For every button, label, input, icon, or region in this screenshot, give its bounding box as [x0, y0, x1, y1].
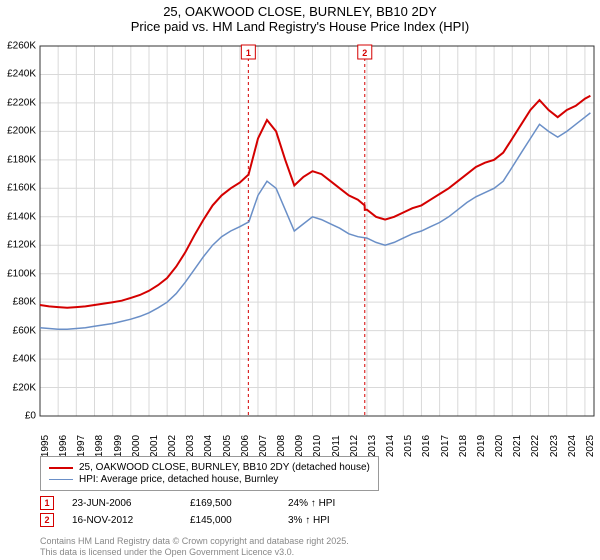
legend-swatch-2 — [49, 479, 73, 481]
legend-label-1: 25, OAKWOOD CLOSE, BURNLEY, BB10 2DY (de… — [79, 462, 370, 473]
event-date: 16-NOV-2012 — [72, 515, 172, 526]
legend-row-series1: 25, OAKWOOD CLOSE, BURNLEY, BB10 2DY (de… — [49, 462, 370, 473]
x-tick-label: 2016 — [421, 435, 432, 457]
y-tick-label: £0 — [25, 411, 36, 422]
legend: 25, OAKWOOD CLOSE, BURNLEY, BB10 2DY (de… — [40, 456, 379, 491]
event-price: £169,500 — [190, 498, 270, 509]
event-delta: 3% ↑ HPI — [288, 515, 368, 526]
x-tick-label: 1999 — [113, 435, 124, 457]
event-date: 23-JUN-2006 — [72, 498, 172, 509]
event-marker-icon: 1 — [40, 496, 54, 510]
x-tick-label: 2025 — [585, 435, 596, 457]
x-tick-label: 2020 — [494, 435, 505, 457]
x-tick-label: 2003 — [185, 435, 196, 457]
x-tick-label: 2008 — [276, 435, 287, 457]
svg-text:2: 2 — [362, 48, 367, 58]
x-tick-label: 2011 — [331, 435, 342, 457]
x-tick-label: 2005 — [222, 435, 233, 457]
x-tick-label: 2019 — [476, 435, 487, 457]
x-tick-label: 1996 — [58, 435, 69, 457]
legend-label-2: HPI: Average price, detached house, Burn… — [79, 474, 278, 485]
chart-svg: 12 — [40, 46, 594, 416]
x-tick-label: 2013 — [367, 435, 378, 457]
x-tick-label: 2010 — [312, 435, 323, 457]
y-tick-label: £220K — [7, 97, 36, 108]
x-tick-label: 2017 — [440, 435, 451, 457]
x-tick-label: 1998 — [94, 435, 105, 457]
footer-line2: This data is licensed under the Open Gov… — [40, 547, 349, 558]
x-tick-label: 2024 — [567, 435, 578, 457]
y-tick-label: £180K — [7, 154, 36, 165]
x-tick-label: 2006 — [240, 435, 251, 457]
x-tick-label: 2004 — [203, 435, 214, 457]
footer-line1: Contains HM Land Registry data © Crown c… — [40, 536, 349, 547]
y-tick-label: £240K — [7, 69, 36, 80]
footer-attribution: Contains HM Land Registry data © Crown c… — [40, 536, 349, 558]
x-axis: 1995 1996 1997 1998 1999 2000 2001 2002 2003 2004… — [40, 418, 594, 458]
y-tick-label: £60K — [13, 325, 36, 336]
y-tick-label: £160K — [7, 183, 36, 194]
x-tick-label: 2023 — [549, 435, 560, 457]
legend-swatch-1 — [49, 467, 73, 469]
x-tick-label: 2001 — [149, 435, 160, 457]
legend-row-series2: HPI: Average price, detached house, Burn… — [49, 474, 370, 485]
x-tick-label: 2018 — [458, 435, 469, 457]
x-tick-label: 2002 — [167, 435, 178, 457]
x-tick-label: 2007 — [258, 435, 269, 457]
x-tick-label: 2009 — [294, 435, 305, 457]
event-row: 1 23-JUN-2006 £169,500 24% ↑ HPI — [40, 496, 368, 510]
y-tick-label: £200K — [7, 126, 36, 137]
y-tick-label: £80K — [13, 297, 36, 308]
y-tick-label: £120K — [7, 240, 36, 251]
event-delta: 24% ↑ HPI — [288, 498, 368, 509]
y-tick-label: £20K — [13, 382, 36, 393]
event-row: 2 16-NOV-2012 £145,000 3% ↑ HPI — [40, 513, 368, 527]
x-tick-label: 2015 — [403, 435, 414, 457]
x-tick-label: 2000 — [131, 435, 142, 457]
svg-text:1: 1 — [246, 48, 251, 58]
chart-plot-area: 12 — [40, 46, 594, 416]
title-block: 25, OAKWOOD CLOSE, BURNLEY, BB10 2DY Pri… — [0, 0, 600, 34]
y-tick-label: £40K — [13, 354, 36, 365]
y-tick-label: £260K — [7, 41, 36, 52]
y-axis: £0£20K£40K£60K£80K£100K£120K£140K£160K£1… — [0, 46, 38, 416]
x-tick-label: 2014 — [385, 435, 396, 457]
event-price: £145,000 — [190, 515, 270, 526]
title-subtitle: Price paid vs. HM Land Registry's House … — [0, 19, 600, 34]
x-tick-label: 1997 — [76, 435, 87, 457]
events-table: 1 23-JUN-2006 £169,500 24% ↑ HPI 2 16-NO… — [40, 496, 368, 530]
y-tick-label: £140K — [7, 211, 36, 222]
title-address: 25, OAKWOOD CLOSE, BURNLEY, BB10 2DY — [0, 4, 600, 19]
y-tick-label: £100K — [7, 268, 36, 279]
chart-container: 25, OAKWOOD CLOSE, BURNLEY, BB10 2DY Pri… — [0, 0, 600, 560]
x-tick-label: 2021 — [512, 435, 523, 457]
x-tick-label: 2012 — [349, 435, 360, 457]
event-marker-icon: 2 — [40, 513, 54, 527]
x-tick-label: 2022 — [530, 435, 541, 457]
x-tick-label: 1995 — [40, 435, 51, 457]
